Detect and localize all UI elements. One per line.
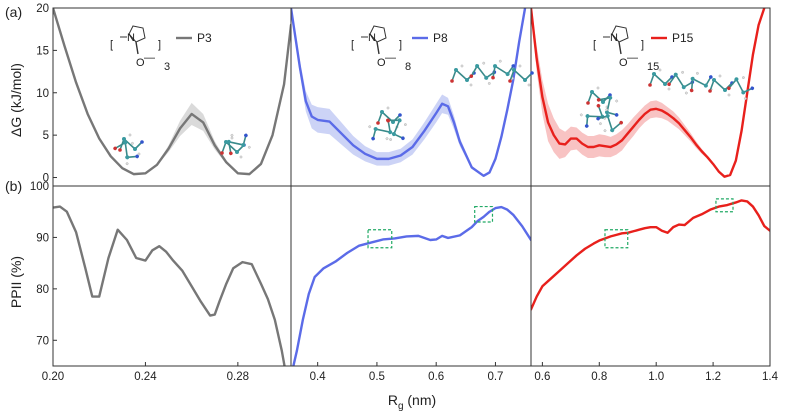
panel-ppii-p15: 0.6 0.8 1.0 1.2 1.4 bbox=[530, 185, 779, 383]
y-tick-label: 15 bbox=[36, 45, 49, 57]
legend-label-dg-P8: P8 bbox=[433, 31, 448, 45]
panel-dg-p8: [] N O — 8 P8 bbox=[290, 7, 532, 187]
molecule-snapshot-p8-extended bbox=[449, 56, 535, 88]
x-tick-label: 0.24 bbox=[134, 371, 157, 383]
error-band-dg-P8 bbox=[291, 8, 526, 176]
x-tick-label: 0.7 bbox=[487, 371, 503, 383]
repeat-unit-structure-dg-P8: [] N O — 8 bbox=[351, 25, 411, 73]
y-tick-label: 100 bbox=[30, 181, 49, 193]
repeat-unit-structure-dg-P3: [] N O — 3 bbox=[110, 25, 170, 73]
repeat-count: 3 bbox=[164, 61, 170, 73]
y-tick-label: 80 bbox=[36, 284, 49, 296]
panel-frame-ppii-P3 bbox=[52, 185, 292, 367]
x-axis-label-main: R bbox=[388, 392, 398, 408]
x-tick-label: 1.4 bbox=[762, 371, 779, 383]
legend-label-dg-P15: P15 bbox=[672, 31, 694, 45]
x-tick-label: 0.8 bbox=[591, 371, 607, 383]
double-bond: — bbox=[627, 52, 638, 64]
y-tick-label: 0 bbox=[43, 173, 49, 185]
panel-frame-dg-P15 bbox=[530, 7, 771, 187]
carbonyl-bond bbox=[135, 41, 139, 55]
plot-area bbox=[53, 205, 286, 366]
molecule-snapshot-p3-right bbox=[219, 126, 255, 160]
plot-area bbox=[291, 8, 527, 178]
x-axis-label: Rg (nm) bbox=[388, 392, 436, 411]
y-axis-label-top: ΔG (kJ/mol) bbox=[8, 63, 24, 137]
y-tick-label: 5 bbox=[43, 130, 49, 142]
plot-area bbox=[292, 205, 531, 366]
atom-n: N bbox=[368, 32, 376, 44]
x-tick-label: 0.28 bbox=[227, 371, 249, 383]
carbonyl-bond bbox=[376, 41, 380, 55]
y-tick-label: 70 bbox=[36, 335, 49, 347]
double-bond: — bbox=[144, 52, 155, 64]
highlight-box-ppii-P8-1 bbox=[474, 205, 494, 223]
x-tick-label: 0.6 bbox=[428, 371, 444, 383]
x-tick-label: 1.0 bbox=[648, 371, 664, 383]
x-tick-label: 1.2 bbox=[705, 371, 721, 383]
series-line-dg-P8 bbox=[291, 8, 527, 178]
panel-dg-p15: [] N O — 15 P15 bbox=[530, 7, 771, 187]
double-bond: — bbox=[385, 52, 396, 64]
x-axis-label-sub: g bbox=[398, 401, 404, 411]
y-tick-label: 20 bbox=[36, 3, 49, 15]
panel-label-b: (b) bbox=[5, 178, 22, 194]
panel-ppii-p8: 0.4 0.5 0.6 0.7 bbox=[290, 185, 532, 383]
legend-label-dg-P3: P3 bbox=[197, 31, 212, 45]
x-tick-label: 0.20 bbox=[42, 371, 64, 383]
series-line-ppii-P15 bbox=[531, 199, 770, 311]
series-line-ppii-P3 bbox=[53, 205, 286, 366]
panel-frame-ppii-P15 bbox=[530, 185, 771, 367]
bracket-right: ] bbox=[158, 39, 161, 51]
y-tick-label: 90 bbox=[36, 232, 49, 244]
repeat-count: 15 bbox=[647, 61, 659, 73]
series-line-ppii-P8 bbox=[292, 205, 531, 366]
repeat-unit-structure-dg-P15: [] N O — 15 bbox=[593, 25, 659, 73]
series-line-dg-P15 bbox=[531, 8, 766, 178]
atom-n: N bbox=[610, 32, 618, 44]
atom-o: O bbox=[619, 57, 628, 69]
atom-o: O bbox=[377, 57, 386, 69]
atom-o: O bbox=[136, 57, 145, 69]
molecule-snapshot-p8-compact bbox=[364, 106, 413, 148]
highlight-box-ppii-P8-0 bbox=[367, 229, 393, 249]
panel-frame-dg-P3 bbox=[52, 7, 292, 187]
x-axis-label-unit: (nm) bbox=[404, 392, 437, 408]
panel-ppii-p3: 70 80 90 100 0.20 0.24 0.28 bbox=[30, 181, 292, 383]
x-tick-label: 0.6 bbox=[534, 371, 550, 383]
highlight-box-ppii-P15-0 bbox=[604, 229, 629, 249]
panel-label-a: (a) bbox=[5, 4, 22, 20]
proline-ring bbox=[128, 25, 146, 43]
bracket-right: ] bbox=[399, 39, 402, 51]
y-axis-label-bottom: PPII (%) bbox=[8, 256, 24, 308]
molecule-snapshot-p15-extended bbox=[647, 67, 758, 103]
proline-ring bbox=[611, 25, 629, 43]
plot-area bbox=[531, 199, 770, 311]
plot-area bbox=[53, 8, 291, 176]
plot-area bbox=[531, 8, 766, 178]
series-line-dg-P3 bbox=[53, 8, 291, 176]
x-tick-label: 0.4 bbox=[310, 371, 327, 383]
y-tick-label: 10 bbox=[36, 88, 49, 100]
bracket-left: [ bbox=[351, 39, 354, 51]
molecule-snapshot-p15-compact bbox=[576, 86, 627, 139]
error-band-dg-P15 bbox=[531, 8, 765, 177]
bracket-left: [ bbox=[593, 39, 596, 51]
bracket-left: [ bbox=[110, 39, 113, 51]
error-band-dg-P3 bbox=[53, 8, 291, 175]
carbonyl-bond bbox=[618, 41, 622, 55]
bracket-right: ] bbox=[641, 39, 644, 51]
x-tick-label: 0.5 bbox=[369, 371, 385, 383]
panel-dg-p3: 0 5 10 15 20 [] N O — 3 P3 bbox=[36, 3, 292, 187]
proline-ring bbox=[369, 25, 387, 43]
panel-frame-ppii-P8 bbox=[290, 185, 532, 367]
repeat-count: 8 bbox=[405, 61, 411, 73]
atom-n: N bbox=[127, 32, 135, 44]
